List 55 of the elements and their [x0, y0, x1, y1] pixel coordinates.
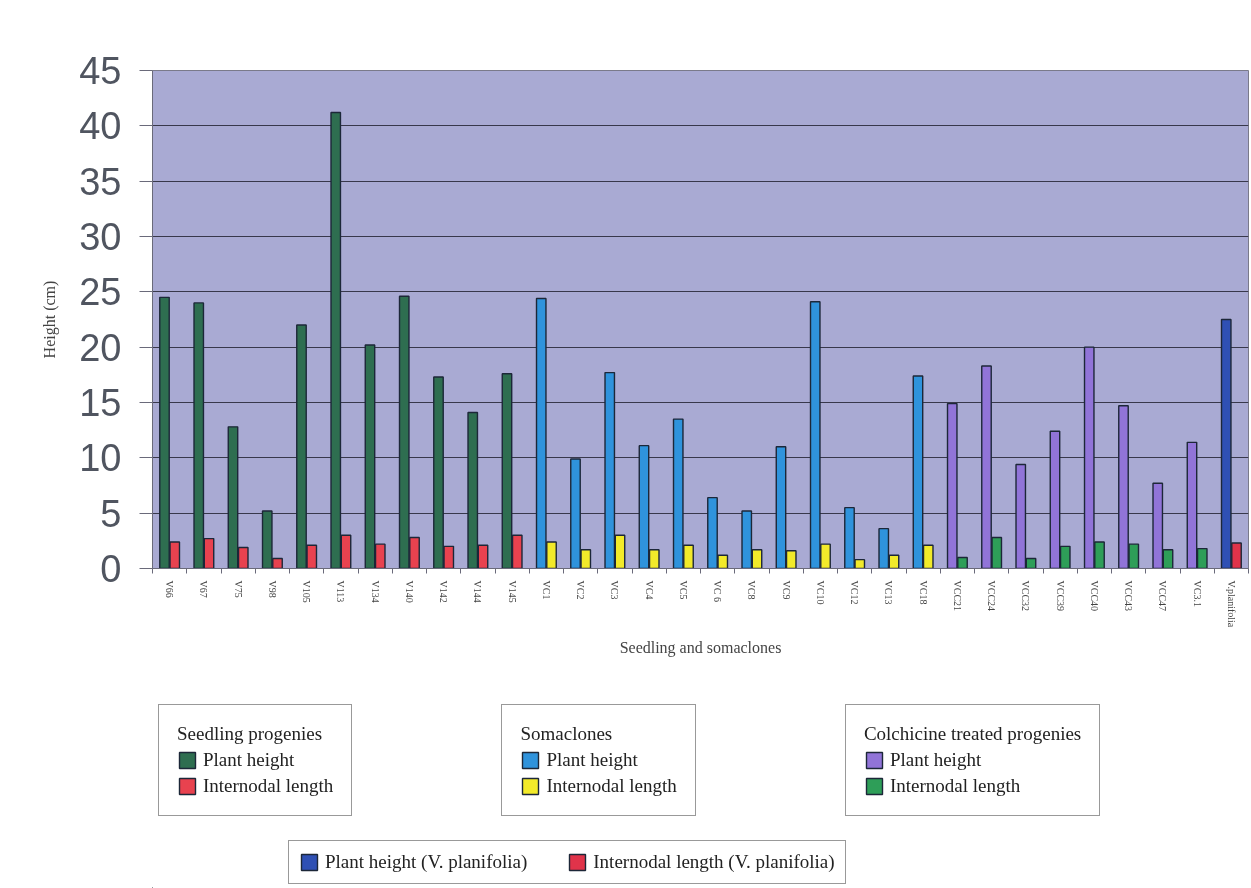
y-tick-label: 30	[79, 216, 122, 258]
y-tick-label: 45	[79, 50, 122, 92]
x-tick-label: V.planifolia	[1225, 580, 1237, 628]
x-tick-label: VC10	[814, 580, 826, 605]
y-tick-label: 10	[79, 437, 122, 480]
x-tick-label: VC8	[746, 580, 758, 600]
y-axis-title: Height (cm)	[41, 280, 60, 359]
x-tick-label: VCC40	[1088, 580, 1100, 612]
y-tick-label: 25	[79, 271, 122, 314]
legend-label: Internodal length	[203, 775, 334, 797]
x-tick-label: VC3	[609, 580, 621, 600]
x-tick-label: VCC21	[951, 580, 963, 612]
x-tick-label: VCC24	[986, 580, 998, 612]
legend-label: Plant height	[889, 749, 982, 771]
x-tick-label: VCC43	[1123, 580, 1135, 612]
x-tick-label: VCC32	[1020, 580, 1032, 612]
x-tick-label: VC1	[540, 580, 552, 600]
x-tick-label: V75	[232, 580, 244, 598]
x-tick-label: V145	[506, 580, 518, 603]
x-tick-label: V66	[164, 580, 176, 598]
text: Seedling progenies	[177, 723, 324, 745]
x-tick-label: V140	[403, 580, 415, 603]
x-tick-label: VC9	[780, 580, 792, 600]
y-tick-label: 0	[100, 548, 122, 590]
text: Colchicine treated progenies	[863, 723, 1082, 745]
x-tick-label: V144	[472, 580, 484, 603]
x-tick-label: VC5	[677, 580, 689, 600]
x-tick-label: VC 6	[712, 580, 724, 602]
y-tick-label: 35	[79, 160, 122, 203]
legend-label: Internodal length	[546, 775, 677, 797]
legend-label: Plant height	[546, 749, 638, 771]
x-tick-label: V105	[301, 580, 313, 603]
x-axis-title: Seedling and somaclones	[619, 639, 782, 658]
x-tick-label: VCC39	[1054, 580, 1066, 612]
x-tick-label: VC18	[917, 580, 929, 605]
legend-label: Plant height (V. planifolia)	[325, 851, 528, 873]
text: Somaclones	[520, 723, 614, 745]
x-tick-label: VC13	[883, 580, 895, 605]
x-tick-label: V98	[266, 580, 278, 598]
y-tick-label: 40	[79, 105, 122, 148]
x-tick-label: VCC47	[1157, 580, 1169, 612]
x-tick-label: V134	[369, 580, 381, 603]
x-tick-label: V67	[198, 580, 210, 598]
x-tick-label: VC3.1	[1191, 580, 1203, 607]
y-tick-label: 5	[100, 492, 122, 535]
x-tick-label: V113	[335, 580, 347, 603]
x-tick-label: VC4	[643, 580, 655, 600]
y-tick-label: 20	[79, 326, 122, 369]
legend-label: Plant height	[203, 749, 295, 771]
y-tick-label: 15	[79, 382, 122, 424]
x-tick-label: VC12	[849, 580, 861, 605]
x-tick-label: VC2	[575, 580, 587, 600]
legend-label: Internodal length	[889, 775, 1021, 797]
legend-label: Internodal length (V. planifolia)	[593, 851, 835, 873]
x-tick-label: V142	[438, 580, 450, 603]
